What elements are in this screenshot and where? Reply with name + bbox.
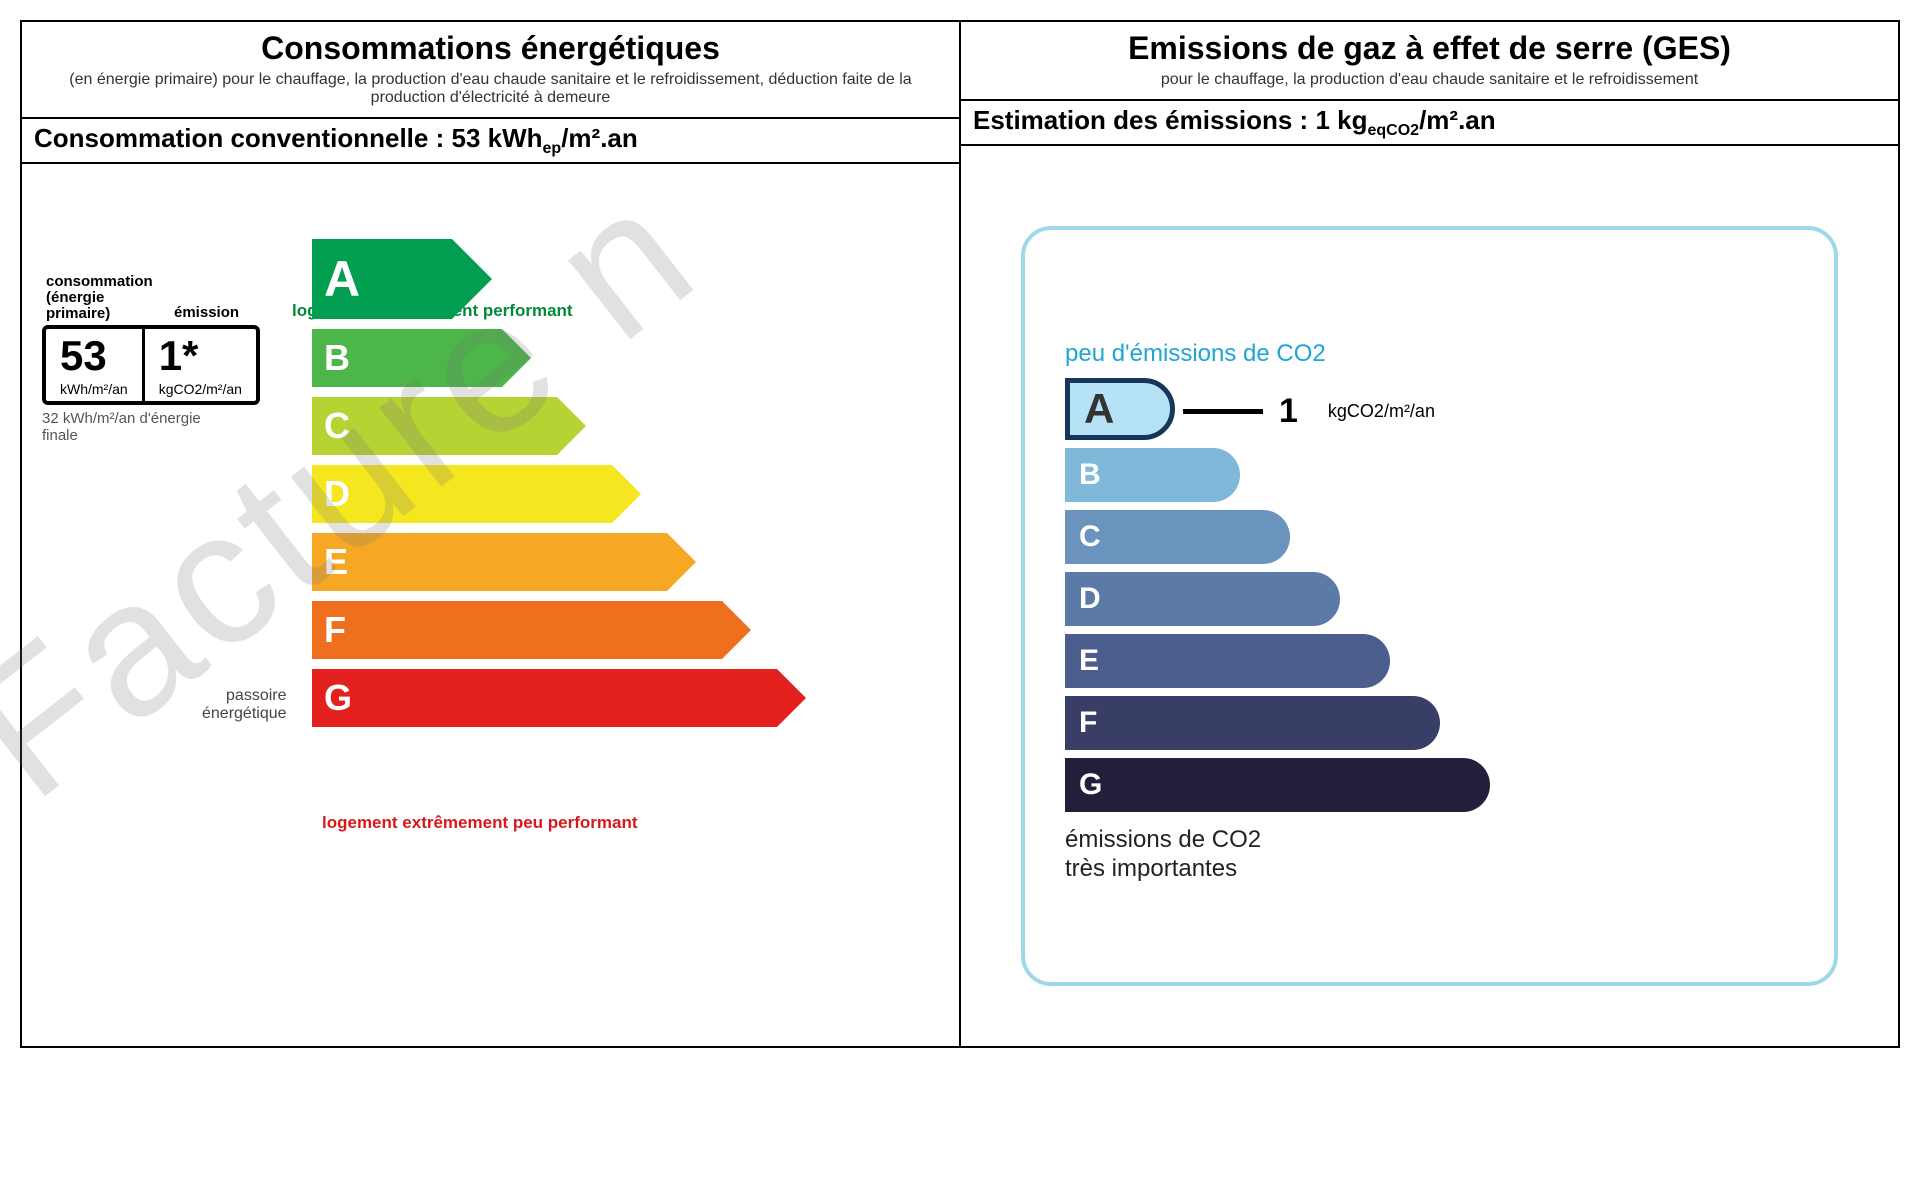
- energy-bar-arrow-F: [722, 601, 751, 659]
- ges-bar-F: F: [1065, 696, 1440, 750]
- ges-bar-E: E: [1065, 634, 1390, 688]
- energy-bar-row-G: G: [312, 669, 777, 727]
- energy-header-conso: consommation (énergie primaire): [46, 274, 166, 321]
- energy-bar-arrow-D: [612, 465, 641, 523]
- ges-title: Emissions de gaz à effet de serre (GES): [981, 30, 1878, 67]
- energy-bar-arrow-G: [777, 669, 806, 727]
- ges-value-sub: eqCO2: [1367, 122, 1419, 139]
- ges-caption-bottom-l1: émissions de CO2: [1065, 826, 1261, 853]
- energy-bar-row-C: C: [312, 397, 777, 455]
- energy-score-conso: 53 kWh/m²/an: [46, 329, 142, 401]
- energy-bar-arrow-C: [557, 397, 586, 455]
- ges-bar-row-D: D: [1065, 572, 1794, 626]
- energy-score-emission: 1* kgCO2/m²/an: [142, 329, 256, 401]
- ges-bar-C: C: [1065, 510, 1290, 564]
- ges-pointer-unit: kgCO2/m²/an: [1328, 401, 1435, 422]
- energy-column: Consommations énergétiques (en énergie p…: [22, 22, 961, 1046]
- energy-bar-B: B: [312, 329, 502, 387]
- energy-score-box: 53 kWh/m²/an 1* kgCO2/m²/an: [42, 325, 260, 405]
- ges-value-unit: kg: [1337, 105, 1367, 135]
- energy-passoire-l1: passoire: [226, 687, 286, 704]
- ges-bar-A: A: [1065, 378, 1175, 440]
- ges-value-suffix: /m².an: [1419, 105, 1496, 135]
- ges-bars: A 1 kgCO2/m²/an BCDEFG: [1065, 378, 1794, 812]
- energy-bar-arrow-E: [667, 533, 696, 591]
- ges-pointer: 1 kgCO2/m²/an: [1183, 392, 1435, 431]
- energy-body: consommation (énergie primaire) émission…: [22, 164, 959, 1046]
- energy-value-suffix: /m².an: [561, 123, 638, 153]
- ges-bar-row-F: F: [1065, 696, 1794, 750]
- energy-bar-row-B: B: [312, 329, 777, 387]
- energy-bar-row-D: D: [312, 465, 777, 523]
- ges-bar-G: G: [1065, 758, 1490, 812]
- ges-bar-row-A: A 1 kgCO2/m²/an: [1065, 378, 1794, 440]
- energy-bar-row-A: A: [312, 239, 777, 319]
- energy-bar-row-E: E: [312, 533, 777, 591]
- energy-bar-A: A: [312, 239, 452, 319]
- energy-passoire-label: passoire énergétique: [202, 687, 287, 722]
- energy-title-cell: Consommations énergétiques (en énergie p…: [22, 22, 959, 119]
- ges-pointer-line: [1183, 409, 1263, 414]
- energy-value-prefix: Consommation conventionnelle :: [34, 123, 451, 153]
- ges-caption-bottom: émissions de CO2 très importantes: [1065, 826, 1794, 884]
- ges-subtitle: pour le chauffage, la production d'eau c…: [981, 71, 1878, 89]
- energy-bar-C: C: [312, 397, 557, 455]
- ges-body: peu d'émissions de CO2 A 1 kgCO2/m²/an BCDE…: [961, 146, 1898, 1046]
- ges-column: Emissions de gaz à effet de serre (GES) …: [961, 22, 1898, 1046]
- ges-bar-row-C: C: [1065, 510, 1794, 564]
- ges-value-cell: Estimation des émissions : 1 kgeqCO2/m².…: [961, 101, 1898, 146]
- energy-bar-D: D: [312, 465, 612, 523]
- energy-bar-E: E: [312, 533, 667, 591]
- energy-title: Consommations énergétiques: [42, 30, 939, 67]
- ges-value-number: 1: [1315, 105, 1329, 135]
- energy-caption-bottom: logement extrêmement peu performant: [322, 813, 638, 833]
- ges-bar-row-E: E: [1065, 634, 1794, 688]
- ges-caption-bottom-l2: très importantes: [1065, 855, 1237, 882]
- ges-bar-B: B: [1065, 448, 1240, 502]
- ges-title-cell: Emissions de gaz à effet de serre (GES) …: [961, 22, 1898, 101]
- energy-bar-row-F: F: [312, 601, 777, 659]
- dpe-container: Facture n Consommations énergétiques (en…: [20, 20, 1900, 1048]
- energy-value-number: 53: [451, 123, 480, 153]
- energy-subtitle: (en énergie primaire) pour le chauffage,…: [42, 71, 939, 107]
- energy-bar-arrow-B: [502, 329, 531, 387]
- ges-bar-row-B: B: [1065, 448, 1794, 502]
- energy-header-conso-2: (énergie primaire): [46, 289, 110, 322]
- energy-bar-arrow-A: [452, 239, 492, 319]
- energy-header-emission: émission: [174, 304, 284, 321]
- energy-score-em-unit: kgCO2/m²/an: [159, 381, 242, 397]
- ges-pointer-value: 1: [1279, 392, 1298, 431]
- energy-value-sub: ep: [543, 140, 562, 157]
- energy-value-unit: kWh: [488, 123, 543, 153]
- energy-score-em-value: 1*: [159, 335, 242, 377]
- ges-bar-D: D: [1065, 572, 1340, 626]
- ges-frame: peu d'émissions de CO2 A 1 kgCO2/m²/an BCDE…: [1021, 226, 1838, 986]
- energy-score-conso-unit: kWh/m²/an: [60, 381, 128, 397]
- ges-caption-top: peu d'émissions de CO2: [1065, 340, 1794, 368]
- energy-bars: ABCDEFG: [312, 239, 777, 737]
- energy-final-note: 32 kWh/m²/an d'énergie finale: [42, 411, 202, 444]
- ges-value-prefix: Estimation des émissions :: [973, 105, 1315, 135]
- energy-header-conso-1: consommation: [46, 273, 153, 290]
- energy-bar-G: G: [312, 669, 777, 727]
- energy-passoire-l2: énergétique: [202, 705, 287, 722]
- energy-value-cell: Consommation conventionnelle : 53 kWhep/…: [22, 119, 959, 164]
- ges-bar-row-G: G: [1065, 758, 1794, 812]
- energy-bar-F: F: [312, 601, 722, 659]
- energy-score-conso-value: 53: [60, 335, 128, 377]
